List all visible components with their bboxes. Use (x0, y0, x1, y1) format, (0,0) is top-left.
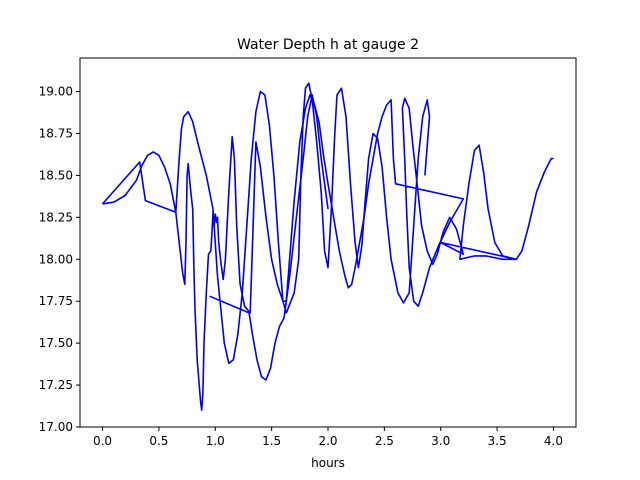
series-line-3 (209, 94, 329, 381)
x-tick-label: 3.5 (488, 434, 507, 448)
x-tick-label: 0.0 (93, 434, 112, 448)
x-tick-label: 4.0 (544, 434, 563, 448)
x-axis-label: hours (311, 456, 345, 470)
x-tick-label: 1.0 (206, 434, 225, 448)
y-tick-label: 18.75 (39, 126, 73, 140)
series-line-1 (102, 94, 554, 412)
x-axis-ticks: 0.0 0.5 1.0 1.5 2.0 2.5 3.0 3.5 4.0 (93, 427, 563, 448)
y-tick-label: 18.50 (39, 168, 73, 182)
x-tick-label: 3.0 (431, 434, 450, 448)
series-line-2 (101, 82, 431, 365)
x-tick-label: 0.5 (149, 434, 168, 448)
y-tick-label: 18.25 (39, 210, 73, 224)
plot-area (101, 82, 554, 412)
y-axis-ticks: 17.00 17.25 17.50 17.75 18.00 18.25 18.50 18.75… (39, 85, 80, 434)
y-tick-label: 17.25 (39, 378, 73, 392)
x-tick-label: 1.5 (262, 434, 281, 448)
x-tick-label: 2.5 (375, 434, 394, 448)
y-tick-label: 17.50 (39, 336, 73, 350)
x-tick-label: 2.0 (318, 434, 337, 448)
y-tick-label: 19.00 (39, 85, 73, 99)
y-tick-label: 17.00 (39, 420, 73, 434)
y-tick-label: 18.00 (39, 252, 73, 266)
chart-title: Water Depth h at gauge 2 (237, 37, 419, 53)
y-tick-label: 17.75 (39, 294, 73, 308)
